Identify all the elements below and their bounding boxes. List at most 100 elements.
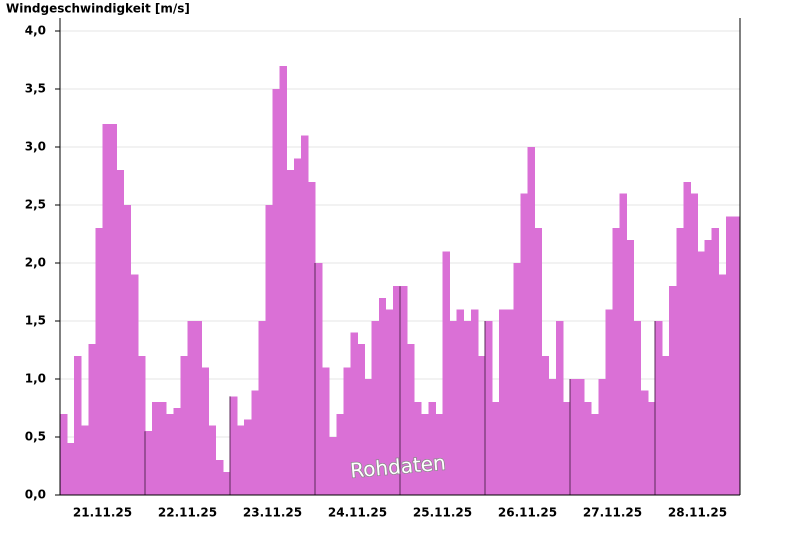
area-step [428, 402, 436, 495]
area-step [102, 123, 110, 496]
area-step [244, 419, 252, 495]
area-step [350, 332, 358, 495]
area-step [619, 193, 628, 495]
area-step [293, 158, 302, 495]
area-step [655, 321, 663, 495]
area-step [67, 442, 75, 495]
area-step [109, 123, 118, 496]
area-step [477, 355, 486, 495]
area-step [534, 228, 543, 495]
area-step [322, 367, 330, 495]
area-step [265, 205, 273, 495]
area-step [137, 355, 146, 495]
area-step [520, 193, 528, 495]
area-step [215, 460, 224, 495]
area-step [400, 286, 408, 495]
area-step [300, 135, 309, 495]
area-step [598, 379, 606, 495]
area-step [88, 344, 96, 495]
area-step [194, 321, 203, 495]
y-tick-label: 0,5 [25, 430, 46, 444]
area-step [251, 390, 259, 495]
area-step [463, 321, 472, 495]
area-step [222, 471, 231, 495]
area-step [683, 181, 691, 496]
area-step [562, 402, 571, 495]
area-step [392, 286, 401, 495]
y-tick-label: 2,5 [25, 198, 46, 212]
chart-title: Windgeschwindigkeit [m/s] [6, 2, 190, 16]
area-step [605, 309, 613, 495]
area-step [725, 216, 734, 495]
area-step [662, 355, 670, 495]
area-step [307, 181, 316, 496]
area-step [499, 309, 507, 495]
area-step [577, 379, 585, 495]
area-step [485, 321, 493, 495]
x-tick-label: 25.11.25 [413, 506, 472, 520]
area-step [421, 413, 429, 495]
area-step [456, 309, 465, 495]
area-step [548, 379, 557, 495]
area-step [442, 251, 450, 495]
area-step [711, 228, 720, 495]
area-step [492, 402, 500, 495]
area-step [669, 286, 677, 495]
area-step [357, 344, 365, 495]
area-step [329, 437, 337, 495]
area-step [633, 321, 642, 495]
y-tick-label: 1,5 [25, 314, 46, 328]
area-step [414, 402, 422, 495]
area-step [584, 402, 592, 495]
y-tick-label: 1,0 [25, 372, 46, 386]
area-step [647, 402, 656, 495]
area-step [640, 390, 649, 495]
area-step [591, 413, 599, 495]
area-step [732, 216, 741, 495]
area-step [527, 147, 535, 495]
area-step [449, 321, 458, 495]
area-step [166, 413, 174, 495]
area-step [470, 309, 479, 495]
area-step [145, 431, 153, 495]
area-step [407, 344, 415, 495]
area-step [272, 89, 280, 495]
x-tick-label: 23.11.25 [243, 506, 302, 520]
area-step [180, 355, 188, 495]
area-step [385, 309, 394, 495]
area-step [506, 309, 514, 495]
x-tick-label: 22.11.25 [158, 506, 217, 520]
x-tick-label: 27.11.25 [583, 506, 642, 520]
area-step [697, 251, 705, 495]
x-tick-label: 24.11.25 [328, 506, 387, 520]
area-step [130, 274, 139, 495]
area-step [626, 239, 635, 495]
y-tick-label: 3,0 [25, 140, 46, 154]
area-step [435, 413, 443, 495]
area-step [152, 402, 160, 495]
area-step [201, 367, 210, 495]
area-step [718, 274, 727, 495]
area-step [315, 263, 323, 495]
y-tick-label: 2,0 [25, 256, 46, 270]
area-step [378, 297, 387, 495]
area-step [676, 228, 684, 495]
area-step [286, 170, 295, 495]
x-tick-label: 21.11.25 [73, 506, 132, 520]
area-step [116, 170, 125, 495]
area-step [279, 65, 288, 496]
area-step [371, 321, 380, 495]
area-step [74, 355, 82, 495]
area-step [364, 379, 373, 495]
x-tick-label: 26.11.25 [498, 506, 557, 520]
area-step [95, 228, 103, 495]
area-step [541, 355, 550, 495]
area-step [555, 321, 564, 495]
area-step [513, 263, 521, 495]
area-step [159, 402, 167, 495]
x-tick-label: 28.11.25 [668, 506, 727, 520]
area-step [690, 193, 698, 495]
y-tick-label: 0,0 [25, 488, 46, 502]
y-tick-label: 3,5 [25, 82, 46, 96]
